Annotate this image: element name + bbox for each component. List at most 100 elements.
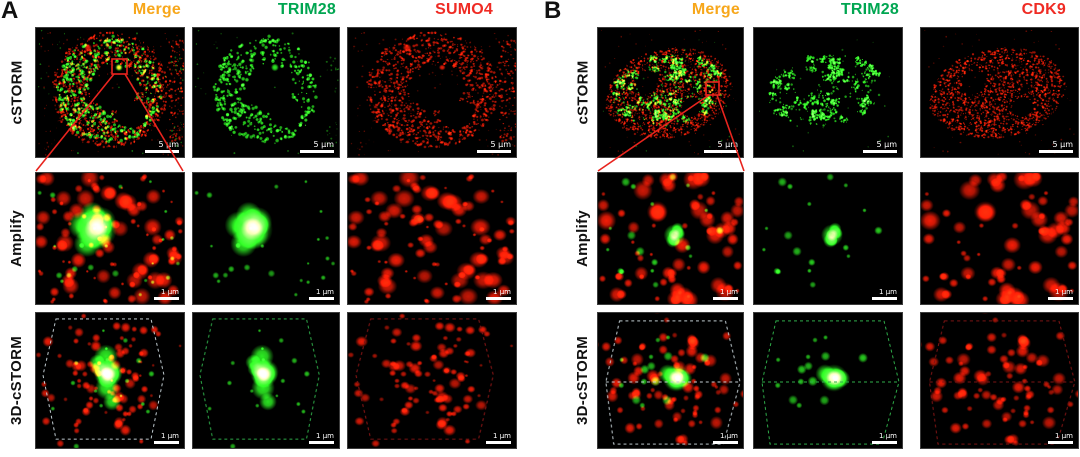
scale-bar-line bbox=[145, 150, 179, 153]
micrograph-canvas bbox=[754, 313, 902, 448]
micrograph-canvas bbox=[193, 28, 339, 157]
row-label-amplify: Amplify bbox=[574, 209, 592, 268]
column-header-sumo4: SUMO4 bbox=[435, 1, 493, 18]
scale-bar-label: 5 μm bbox=[717, 140, 738, 149]
micrograph-B-cstorm-merge: 5 μm bbox=[597, 27, 744, 158]
column-header-cdk9: CDK9 bbox=[1021, 1, 1066, 18]
micrograph-B-3dcstorm-trim28: 1 μm bbox=[753, 312, 903, 449]
scale-bar-label: 1 μm bbox=[161, 432, 179, 440]
scale-bar-line bbox=[486, 297, 511, 300]
micrograph-A-amplify-sumo4: 1 μm bbox=[347, 172, 517, 305]
micrograph-canvas bbox=[36, 28, 184, 157]
micrograph-A-cstorm-merge: 5 μm bbox=[35, 27, 185, 158]
row-label-cstorm: cSTORM bbox=[574, 60, 592, 125]
scale-bar: 5 μm bbox=[477, 141, 511, 153]
scale-bar-label: 1 μm bbox=[1055, 432, 1073, 440]
micrograph-B-cstorm-cdk9: 5 μm bbox=[920, 27, 1079, 158]
scale-bar: 1 μm bbox=[486, 289, 511, 300]
panel-B: B Merge TRIM28 CDK9 cSTORM Amplify 3D-cS… bbox=[540, 0, 1080, 457]
scale-bar: 1 μm bbox=[309, 433, 334, 444]
column-header-merge: Merge bbox=[132, 1, 181, 18]
scale-bar: 1 μm bbox=[872, 289, 897, 300]
micrograph-A-amplify-trim28: 1 μm bbox=[192, 172, 340, 305]
micrograph-A-3dcstorm-sumo4: 1 μm bbox=[347, 312, 517, 449]
micrograph-A-3dcstorm-trim28: 1 μm bbox=[192, 312, 340, 449]
micrograph-B-amplify-merge: 1 μm bbox=[597, 172, 744, 305]
micrograph-canvas bbox=[598, 28, 743, 157]
micrograph-canvas bbox=[754, 173, 902, 304]
scale-bar-label: 5 μm bbox=[158, 140, 179, 149]
panel-letter-B: B bbox=[544, 0, 562, 24]
micrograph-B-3dcstorm-merge: 1 μm bbox=[597, 312, 744, 449]
scale-bar-line bbox=[309, 441, 334, 444]
scale-bar-label: 1 μm bbox=[493, 432, 511, 440]
scale-bar: 1 μm bbox=[309, 289, 334, 300]
scale-bar: 5 μm bbox=[704, 141, 738, 153]
micrograph-B-amplify-cdk9: 1 μm bbox=[920, 172, 1079, 305]
micrograph-B-3dcstorm-cdk9: 1 μm bbox=[920, 312, 1079, 449]
micrograph-canvas bbox=[348, 313, 516, 448]
micrograph-canvas bbox=[598, 173, 743, 304]
scale-bar-line bbox=[704, 150, 738, 153]
scale-bar-line bbox=[713, 297, 738, 300]
scale-bar: 1 μm bbox=[713, 289, 738, 300]
micrograph-canvas bbox=[921, 313, 1078, 448]
scale-bar-label: 1 μm bbox=[879, 432, 897, 440]
micrograph-canvas bbox=[193, 313, 339, 448]
column-header-trim28: TRIM28 bbox=[840, 1, 899, 18]
scale-bar: 5 μm bbox=[300, 141, 334, 153]
scale-bar-line bbox=[863, 150, 897, 153]
column-header-trim28: TRIM28 bbox=[277, 1, 336, 18]
scale-bar-label: 1 μm bbox=[161, 288, 179, 296]
row-label-3dcstorm: 3D-cSTORM bbox=[8, 335, 26, 426]
scale-bar-line bbox=[713, 441, 738, 444]
scale-bar: 1 μm bbox=[1048, 289, 1073, 300]
micrograph-canvas bbox=[348, 28, 516, 157]
micrograph-A-cstorm-trim28: 5 μm bbox=[192, 27, 340, 158]
scale-bar-line bbox=[309, 297, 334, 300]
scale-bar: 1 μm bbox=[872, 433, 897, 444]
column-header-merge: Merge bbox=[691, 1, 740, 18]
scale-bar-line bbox=[872, 297, 897, 300]
scale-bar-line bbox=[477, 150, 511, 153]
panel-letter-A: A bbox=[1, 0, 19, 24]
scale-bar-label: 5 μm bbox=[1052, 140, 1073, 149]
scale-bar-line bbox=[154, 441, 179, 444]
panel-A: A Merge TRIM28 SUMO4 cSTORM Amplify 3D-c… bbox=[1, 0, 517, 449]
micrograph-A-cstorm-sumo4: 5 μm bbox=[347, 27, 517, 158]
micrograph-canvas bbox=[921, 28, 1078, 157]
scale-bar-label: 1 μm bbox=[316, 432, 334, 440]
scale-bar-line bbox=[154, 297, 179, 300]
scale-bar: 1 μm bbox=[486, 433, 511, 444]
micrograph-canvas bbox=[36, 173, 184, 304]
scale-bar: 1 μm bbox=[1048, 433, 1073, 444]
scale-bar-line bbox=[300, 150, 334, 153]
micrograph-canvas bbox=[754, 28, 902, 157]
scale-bar-label: 1 μm bbox=[879, 288, 897, 296]
row-label-amplify: Amplify bbox=[8, 209, 26, 268]
scale-bar-label: 5 μm bbox=[490, 140, 511, 149]
scale-bar-line bbox=[1048, 441, 1073, 444]
scale-bar-line bbox=[872, 441, 897, 444]
scale-bar-label: 5 μm bbox=[313, 140, 334, 149]
scale-bar-line bbox=[1039, 150, 1073, 153]
scale-bar-line bbox=[486, 441, 511, 444]
scale-bar: 1 μm bbox=[154, 289, 179, 300]
micrograph-A-amplify-merge: 1 μm bbox=[35, 172, 185, 305]
micrograph-canvas bbox=[348, 173, 516, 304]
scale-bar: 1 μm bbox=[713, 433, 738, 444]
micrograph-canvas bbox=[598, 313, 743, 448]
scale-bar-label: 1 μm bbox=[1055, 288, 1073, 296]
scale-bar: 5 μm bbox=[145, 141, 179, 153]
scale-bar: 1 μm bbox=[154, 433, 179, 444]
scale-bar-label: 5 μm bbox=[876, 140, 897, 149]
scale-bar-line bbox=[1048, 297, 1073, 300]
row-label-3dcstorm: 3D-cSTORM bbox=[574, 335, 592, 426]
row-label-cstorm: cSTORM bbox=[8, 60, 26, 125]
micrograph-B-amplify-trim28: 1 μm bbox=[753, 172, 903, 305]
micrograph-canvas bbox=[36, 313, 184, 448]
micrograph-B-cstorm-trim28: 5 μm bbox=[753, 27, 903, 158]
micrograph-canvas bbox=[921, 173, 1078, 304]
micrograph-A-3dcstorm-merge: 1 μm bbox=[35, 312, 185, 449]
